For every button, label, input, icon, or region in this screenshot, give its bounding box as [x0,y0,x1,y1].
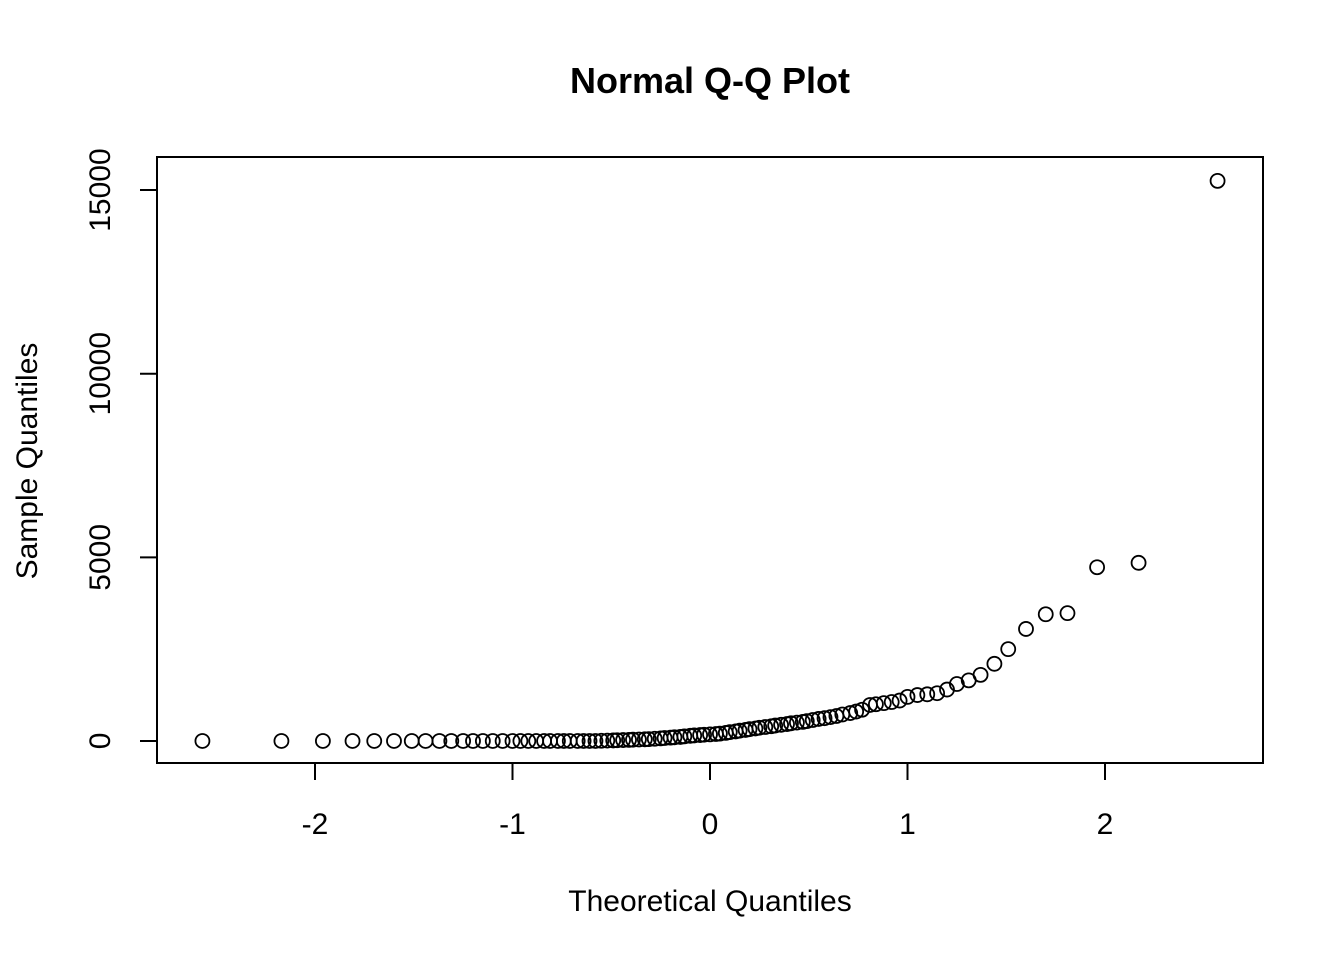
data-point [948,676,965,692]
data-point [615,732,631,748]
data-point [344,733,361,749]
data-point [455,733,472,749]
data-point [504,733,521,749]
data-point [773,716,789,733]
data-points [194,172,1226,749]
data-point [631,731,647,748]
data-point [702,726,718,743]
data-point [625,731,641,748]
data-point [550,733,566,749]
data-point [314,733,331,749]
data-point [403,733,420,749]
data-point [646,730,663,747]
data-point [711,725,728,742]
x-tick-label: -2 [302,808,329,841]
y-axis: 0 5000 10000 15000 [84,148,158,750]
y-tick-label: 10000 [84,332,117,415]
data-point [909,687,926,703]
x-tick-label: 0 [702,808,719,841]
data-point [512,733,529,749]
data-point [919,686,936,703]
data-point [696,726,712,743]
data-point [494,733,511,749]
data-point [474,733,491,749]
data-point [986,655,1003,672]
data-point [783,715,799,732]
x-axis: -2 -1 0 1 2 [302,762,1114,841]
data-point [587,733,604,749]
data-point [899,688,916,705]
data-point [1209,172,1226,189]
data-point [686,727,703,744]
data-point [767,717,784,734]
data-point [798,713,815,730]
data-point [575,733,592,749]
y-axis-label: Sample Quantiles [11,343,44,580]
data-point [1059,605,1076,622]
data-point [273,733,290,749]
data-point [731,722,748,739]
data-point [751,719,768,736]
data-point [804,712,821,728]
x-tick-label: 2 [1097,808,1114,841]
data-point [484,733,501,749]
data-point [741,721,758,738]
data-point [972,666,989,683]
data-point [822,709,839,725]
data-point [789,714,805,731]
data-point [666,729,683,746]
data-point [520,733,537,749]
x-tick-label: -1 [499,808,526,841]
data-point [569,733,586,749]
data-point [443,733,460,749]
data-point [386,733,402,749]
data-point [854,701,870,718]
y-tick-label: 5000 [84,524,117,591]
y-tick-label: 0 [84,733,117,750]
data-point [875,695,892,712]
data-point [883,694,900,710]
data-point [1037,606,1054,623]
data-point [816,710,833,727]
data-point [676,728,693,745]
x-tick-label: 1 [899,808,916,841]
data-point [581,733,598,749]
x-axis-label: Theoretical Quantiles [568,885,851,918]
data-point [366,733,383,749]
data-point [842,705,859,721]
data-point [656,730,673,746]
data-point [431,733,448,749]
data-point [593,732,610,749]
data-point [1000,641,1017,658]
data-point [929,685,946,702]
data-point [810,711,827,727]
data-point [1018,621,1034,637]
data-point [417,733,434,749]
data-point [640,731,657,748]
data-point [599,732,616,749]
plot-frame [156,156,1264,764]
data-point [194,733,211,749]
data-point [1089,559,1105,576]
data-point [609,732,626,749]
data-point [868,696,884,713]
data-point [721,724,738,741]
chart-title: Normal Q-Q Plot [570,60,850,101]
data-point [465,733,481,749]
data-point [757,719,774,735]
data-point [891,692,908,709]
y-tick-label: 15000 [84,148,117,231]
data-point [1130,554,1147,571]
